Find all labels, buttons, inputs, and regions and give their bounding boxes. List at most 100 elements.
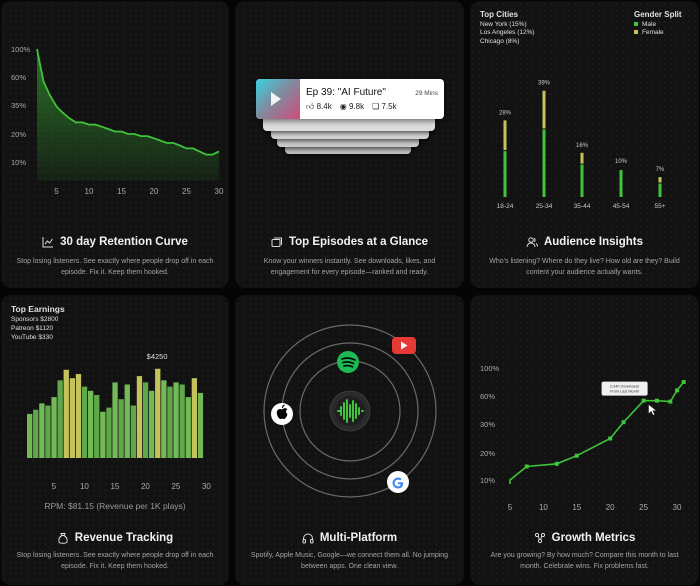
revenue-card: Top Earnings Sponsors $2800 Patreon $112… (1, 295, 229, 585)
x-tick-label: 20 (141, 482, 150, 491)
orbit-outer (263, 324, 437, 498)
growth-point (574, 453, 579, 458)
top-episode-card[interactable]: Ep 39: "AI Future" 29 Mins 👍︎ 8.4k ◉ 9.8… (256, 79, 444, 119)
earning-item: Sponsors $2800 (11, 316, 59, 323)
revenue-chart: $4250 5 10 15 20 25 30 (27, 352, 211, 491)
x-tick-label: 5 (508, 503, 513, 512)
x-tick-label: 25 (639, 503, 648, 512)
platform-title: Multi-Platform (235, 532, 464, 544)
revenue-bar (185, 397, 191, 458)
x-tick-label: 10 (539, 503, 548, 512)
growth-point (641, 398, 646, 403)
retention-area (37, 49, 219, 181)
male-label: Male (642, 20, 657, 28)
audience-title: Audience Insights (470, 236, 699, 248)
bar-value-label: 16% (576, 143, 589, 149)
revenue-bar (45, 405, 51, 458)
play-icon[interactable] (271, 92, 281, 106)
city-item: Chicago (8%) (480, 37, 520, 45)
audience-card: Top Cities New York (15%) Los Angeles (1… (470, 1, 699, 288)
x-tick-label: 15 (110, 482, 119, 491)
tooltip-box (601, 381, 648, 396)
revenue-bar (167, 386, 173, 458)
growth-point (608, 436, 613, 441)
audience-desc: Who's listening? Where do they live? How… (489, 258, 680, 276)
male-bar (658, 183, 662, 197)
revenue-bar (39, 403, 45, 458)
rpm-readout: RPM: $81.15 (Revenue per 1K plays) (44, 501, 186, 511)
female-bar (658, 177, 662, 183)
revenue-title: Revenue Tracking (1, 532, 229, 544)
earnings-heading: Top Earnings (11, 304, 65, 314)
revenue-bar (69, 378, 75, 458)
episodes-card: Ep 39: "AI Future" 29 Mins 👍︎ 8.4k ◉ 9.8… (235, 1, 464, 288)
y-tick-label: 100% (480, 364, 500, 373)
revenue-bar (81, 386, 88, 458)
revenue-bar (179, 384, 185, 458)
comments-value: 7.5k (381, 101, 397, 111)
x-tick-label: 20 (606, 503, 615, 512)
revenue-title-text: Revenue Tracking (74, 532, 174, 544)
age-category-label: 45-54 (613, 203, 630, 210)
google-icon[interactable] (387, 471, 409, 493)
revenue-bar (51, 397, 57, 458)
growth-point (554, 461, 559, 466)
headphones-icon (302, 533, 314, 544)
age-category-label: 55+ (654, 203, 665, 210)
audio-wave-icon (335, 396, 365, 426)
cursor-icon (648, 404, 657, 416)
x-tick-label: 5 (54, 187, 59, 196)
spotify-icon[interactable] (337, 351, 359, 373)
youtube-icon[interactable] (392, 337, 416, 354)
retention-chart: 100% 60% 35% 20% 10% 5 10 15 20 25 30 (11, 45, 224, 196)
growth-title: Growth Metrics (470, 532, 699, 544)
y-tick-label: 35% (11, 101, 26, 110)
earning-item: YouTube $330 (11, 334, 53, 341)
views-stat: ◉ 9.8k (340, 102, 364, 112)
line-chart-icon (42, 237, 54, 248)
revenue-bar (106, 407, 112, 458)
platform-card: Multi-Platform Spotify, Apple Music, Goo… (235, 295, 464, 585)
x-tick-label: 15 (572, 503, 581, 512)
gender-female: Female (634, 29, 682, 38)
audience-chart: 28% 18-24 39% 25-34 16% 35-44 10% 45-54 7% 55+ (497, 81, 666, 210)
x-tick-label: 25 (182, 187, 191, 196)
female-bar (503, 120, 507, 151)
bar-value-label: 7% (656, 167, 665, 173)
revenue-bar (75, 374, 82, 458)
episodes-title-text: Top Episodes at a Glance (288, 236, 429, 248)
male-bar (619, 170, 623, 197)
likes-value: 8.4k (316, 101, 332, 111)
bar-value-label: 39% (538, 81, 551, 87)
male-bar (580, 164, 584, 197)
comment-icon: ❏ (372, 101, 380, 111)
growth-point (675, 388, 679, 393)
revenue-bar (94, 395, 100, 458)
episodes-title: Top Episodes at a Glance (235, 236, 464, 248)
growth-point (524, 464, 529, 469)
x-tick-label: 5 (52, 482, 57, 491)
bar-value-label: 28% (499, 110, 512, 116)
revenue-bar (197, 392, 204, 458)
tooltip-text: 2,340 Downloads (610, 385, 639, 389)
x-tick-label: 15 (117, 187, 126, 196)
revenue-bar (130, 405, 136, 458)
views-value: 9.8k (348, 101, 365, 111)
platform-desc: Spotify, Apple Music, Google—we connect … (250, 552, 449, 570)
revenue-desc: Stop losing listeners. See exactly where… (16, 552, 214, 570)
y-tick-label: 60% (480, 392, 495, 401)
earning-item: Patreon $1120 (11, 325, 54, 332)
episodes-icon (271, 237, 282, 247)
apple-icon[interactable] (271, 403, 293, 425)
top-earnings: Top Earnings Sponsors $2800 Patreon $112… (11, 305, 65, 342)
retention-line (36, 48, 220, 156)
city-item: New York (15%) (480, 20, 527, 28)
growth-line (509, 381, 685, 484)
x-tick-label: 30 (202, 482, 211, 491)
revenue-bar (136, 376, 143, 458)
episode-title: Ep 39: "AI Future" (306, 86, 386, 98)
y-tick-label: 10% (480, 476, 495, 485)
revenue-bar (88, 390, 94, 458)
top-cities-heading: Top Cities (480, 10, 519, 19)
eye-icon: ◉ (339, 101, 347, 111)
